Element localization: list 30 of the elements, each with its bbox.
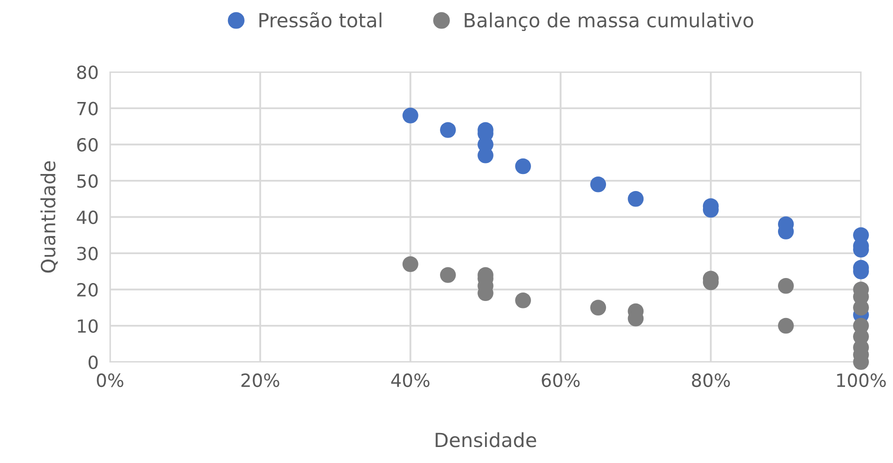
point [440,267,456,283]
point [515,292,531,308]
y-tick-label: 30 [77,246,98,260]
y-tick-label: 80 [77,65,98,80]
y-tick-label: 70 [77,102,98,116]
y-tick-label: 40 [76,210,98,224]
x-tick-label: 20% [241,373,280,388]
legend-label: Balanço de massa cumulativo [464,12,754,32]
point [402,108,418,124]
y-tick-label: 0 [88,355,98,370]
y-tick-label: 10 [78,319,98,333]
point [590,300,606,316]
point [440,122,456,138]
x-tick-label: 100% [837,373,886,388]
y-tick-label: 60 [77,138,98,152]
point [628,190,644,207]
x-tick-label: 0% [96,373,124,388]
point [778,318,794,334]
point [515,158,531,174]
y-tick-label: 20 [77,282,98,297]
point [778,278,794,294]
x-axis-title: Densidade [436,432,536,448]
point [590,176,606,192]
x-tick-label: 40% [391,373,430,388]
y-axis-title: Quantidade [40,161,58,273]
point [402,256,418,272]
x-tick-label: 60% [542,373,580,388]
x-tick-label: 80% [692,373,730,388]
y-tick-label: 50 [77,174,98,188]
legend-label: Pressão total [259,12,382,28]
